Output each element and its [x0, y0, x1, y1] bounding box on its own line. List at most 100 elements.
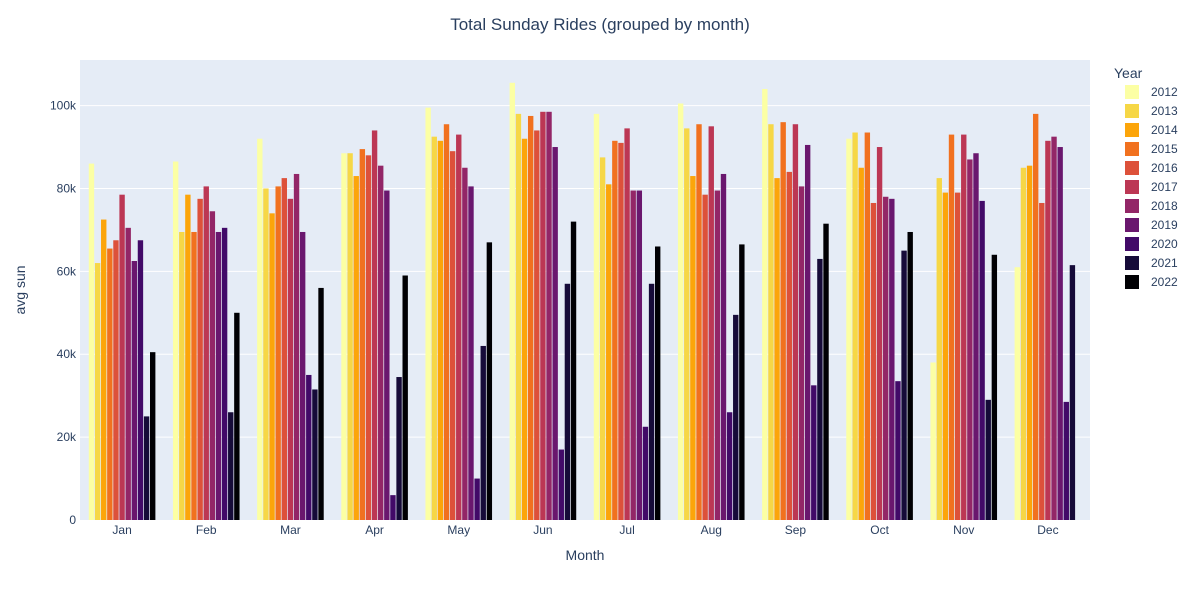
bar-jan-2012[interactable] [88, 163, 95, 520]
legend-swatch-2020[interactable] [1125, 237, 1139, 251]
bar-may-2019[interactable] [468, 186, 474, 520]
bar-jul-2018[interactable] [630, 190, 636, 521]
legend-label-2021[interactable]: 2021 [1151, 256, 1178, 270]
bar-mar-2012[interactable] [257, 138, 263, 521]
bar-jun-2019[interactable] [552, 147, 558, 520]
bar-sep-2015[interactable] [780, 122, 786, 520]
bar-apr-2019[interactable] [384, 190, 390, 521]
bar-oct-2018[interactable] [883, 196, 889, 520]
legend[interactable]: 2012 2013 2014 2015 2016 2017 2018 2019 2020 2021… [1125, 85, 1178, 289]
bar-jul-2013[interactable] [599, 157, 606, 520]
bar-jul-2017[interactable] [624, 128, 630, 520]
bar-jan-2014[interactable] [101, 219, 107, 521]
bar-jul-2016[interactable] [618, 142, 624, 520]
bar-may-2018[interactable] [462, 167, 468, 520]
bar-oct-2016[interactable] [870, 202, 877, 520]
bar-jan-2021[interactable] [143, 416, 150, 520]
bar-jun-2013[interactable] [515, 113, 522, 521]
bar-mar-2015[interactable] [275, 186, 281, 520]
bar-nov-2014[interactable] [942, 192, 949, 521]
bar-feb-2013[interactable] [179, 231, 185, 521]
bar-aug-2017[interactable] [708, 126, 714, 520]
bar-dec-2018[interactable] [1051, 136, 1057, 521]
legend-swatch-2014[interactable] [1125, 123, 1139, 137]
bar-jan-2019[interactable] [131, 260, 138, 520]
bar-jun-2022[interactable] [570, 221, 577, 520]
bar-sep-2012[interactable] [762, 89, 768, 520]
bar-feb-2021[interactable] [228, 412, 234, 520]
bar-sep-2019[interactable] [804, 144, 811, 520]
bar-may-2013[interactable] [431, 136, 437, 521]
bar-sep-2018[interactable] [798, 186, 805, 520]
bar-apr-2022[interactable] [402, 275, 408, 521]
bar-dec-2020[interactable] [1063, 401, 1069, 520]
bar-jan-2013[interactable] [94, 263, 101, 520]
bar-jun-2014[interactable] [521, 138, 528, 521]
bar-apr-2018[interactable] [378, 165, 384, 520]
bar-dec-2016[interactable] [1039, 202, 1045, 520]
bar-nov-2013[interactable] [936, 178, 942, 521]
legend-label-2020[interactable]: 2020 [1151, 237, 1178, 251]
legend-label-2013[interactable]: 2013 [1151, 104, 1178, 118]
bar-aug-2014[interactable] [690, 176, 696, 521]
legend-swatch-2017[interactable] [1125, 180, 1139, 194]
bar-mar-2020[interactable] [306, 374, 312, 520]
bar-nov-2016[interactable] [954, 192, 961, 521]
bar-dec-2014[interactable] [1026, 165, 1033, 520]
legend-swatch-2021[interactable] [1125, 256, 1139, 270]
bar-jul-2014[interactable] [606, 184, 612, 520]
bar-aug-2022[interactable] [739, 244, 745, 520]
bar-may-2015[interactable] [443, 124, 450, 520]
bar-may-2016[interactable] [449, 151, 456, 521]
bar-apr-2015[interactable] [359, 149, 366, 520]
bar-jun-2012[interactable] [509, 82, 516, 520]
bar-mar-2022[interactable] [318, 287, 324, 520]
bar-may-2022[interactable] [486, 242, 493, 520]
bar-may-2020[interactable] [474, 478, 480, 520]
bar-apr-2016[interactable] [365, 155, 372, 520]
bar-mar-2013[interactable] [263, 188, 269, 520]
bar-oct-2012[interactable] [846, 138, 852, 521]
bar-jul-2019[interactable] [636, 190, 643, 521]
bar-apr-2013[interactable] [347, 153, 353, 521]
bar-sep-2020[interactable] [811, 385, 817, 520]
legend-label-2016[interactable]: 2016 [1151, 161, 1178, 175]
bar-dec-2015[interactable] [1032, 113, 1039, 521]
bar-dec-2019[interactable] [1057, 147, 1063, 520]
bar-oct-2020[interactable] [895, 381, 901, 520]
bar-nov-2020[interactable] [979, 200, 985, 520]
bar-jan-2015[interactable] [107, 248, 113, 520]
bar-feb-2012[interactable] [172, 161, 179, 520]
bar-jan-2022[interactable] [150, 352, 156, 520]
bar-apr-2014[interactable] [353, 176, 359, 521]
bar-aug-2013[interactable] [684, 128, 690, 520]
bar-feb-2019[interactable] [215, 231, 222, 521]
bar-jun-2017[interactable] [540, 111, 546, 521]
bar-oct-2022[interactable] [907, 231, 913, 521]
bar-apr-2017[interactable] [371, 130, 378, 520]
bar-jan-2020[interactable] [137, 240, 144, 520]
legend-swatch-2022[interactable] [1125, 275, 1139, 289]
bar-jun-2021[interactable] [564, 283, 571, 520]
legend-swatch-2013[interactable] [1125, 104, 1139, 118]
bar-sep-2017[interactable] [792, 124, 799, 520]
bar-jan-2017[interactable] [119, 194, 125, 520]
bar-nov-2015[interactable] [948, 134, 955, 520]
legend-label-2022[interactable]: 2022 [1151, 275, 1178, 289]
bar-may-2017[interactable] [456, 134, 462, 520]
bar-sep-2021[interactable] [817, 258, 823, 520]
bar-jul-2015[interactable] [612, 140, 618, 520]
bar-oct-2017[interactable] [876, 147, 883, 520]
bar-oct-2021[interactable] [901, 250, 907, 520]
bar-apr-2020[interactable] [390, 495, 396, 520]
legend-label-2017[interactable]: 2017 [1151, 180, 1178, 194]
bar-feb-2014[interactable] [185, 194, 191, 520]
legend-swatch-2012[interactable] [1125, 85, 1139, 99]
bar-aug-2016[interactable] [702, 194, 708, 520]
bar-jun-2020[interactable] [558, 449, 564, 520]
bar-jul-2012[interactable] [593, 113, 600, 521]
bar-sep-2016[interactable] [786, 171, 792, 520]
bar-sep-2014[interactable] [774, 178, 780, 521]
bar-jan-2016[interactable] [113, 240, 119, 520]
legend-label-2015[interactable]: 2015 [1151, 142, 1178, 156]
